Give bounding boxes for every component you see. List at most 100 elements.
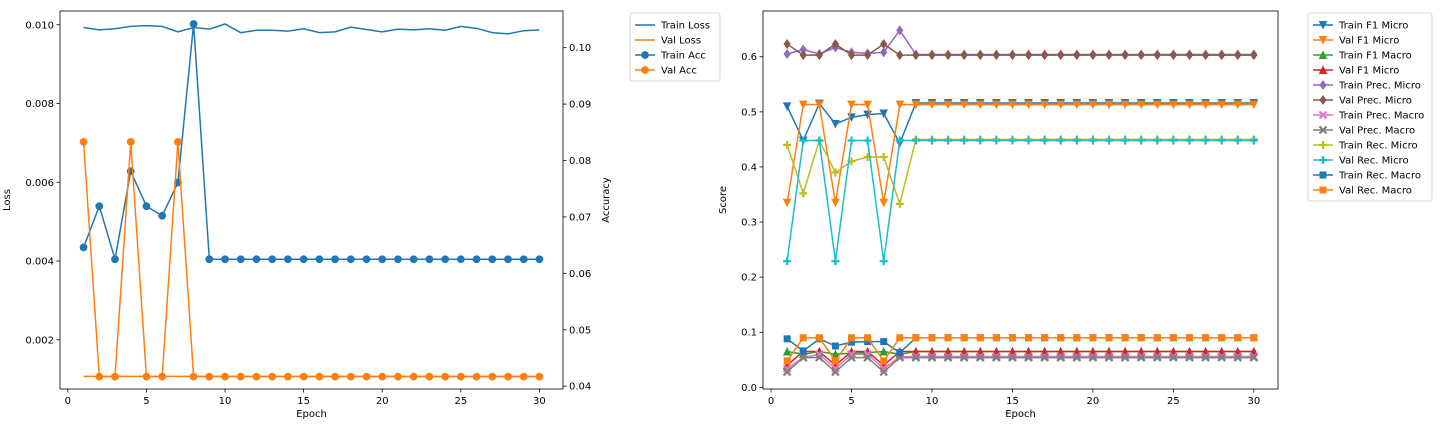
data-point xyxy=(1104,100,1114,110)
data-point xyxy=(1056,136,1065,145)
data-point xyxy=(782,102,792,111)
y2-tick-label: 0.10 xyxy=(569,43,591,54)
data-point xyxy=(441,255,450,264)
data-point xyxy=(975,100,985,110)
data-point xyxy=(895,100,905,110)
data-point xyxy=(1185,50,1194,61)
data-point xyxy=(1218,50,1226,61)
data-point xyxy=(95,372,104,381)
x-tick-label: 15 xyxy=(1006,396,1019,407)
data-point xyxy=(79,137,88,146)
data-point xyxy=(863,353,872,362)
y2-axis-label: Accuracy xyxy=(601,177,612,223)
data-point xyxy=(879,198,889,208)
data-point xyxy=(864,334,872,342)
data-point xyxy=(456,255,465,264)
data-point xyxy=(1105,334,1113,342)
data-point xyxy=(1152,100,1162,110)
data-point xyxy=(879,367,888,377)
data-point xyxy=(847,50,856,61)
data-point xyxy=(472,255,481,264)
x-tick-label: 0 xyxy=(768,396,774,407)
axes-frame xyxy=(59,10,564,390)
data-point xyxy=(1120,353,1130,362)
data-point xyxy=(992,100,1001,110)
data-point xyxy=(831,168,840,177)
legend-entry-train-f1-macro: Train F1 Macro xyxy=(1313,50,1412,62)
legend-marker xyxy=(641,66,649,74)
data-point xyxy=(394,372,402,381)
legend-entry-val-rec-micro: Val Rec. Micro xyxy=(1313,156,1409,167)
data-point xyxy=(111,255,119,264)
data-point xyxy=(1202,334,1210,342)
data-point xyxy=(783,357,791,365)
data-point xyxy=(1088,136,1097,145)
data-point xyxy=(1008,100,1017,110)
y-tick-label: 0.1 xyxy=(741,328,757,339)
data-point xyxy=(896,334,904,342)
y-tick-label: 0.002 xyxy=(25,335,54,346)
y2-tick-label: 0.07 xyxy=(569,212,591,223)
data-point xyxy=(158,211,167,220)
data-point xyxy=(959,100,969,110)
data-point xyxy=(879,257,888,266)
x-tick-label: 10 xyxy=(219,396,232,407)
data-point xyxy=(1153,334,1161,342)
data-point xyxy=(880,338,888,346)
legend-marker xyxy=(641,51,649,59)
data-point xyxy=(1234,334,1242,342)
legend-marker xyxy=(1319,186,1327,194)
data-point xyxy=(425,372,434,381)
data-point xyxy=(912,334,920,342)
data-point xyxy=(783,257,792,266)
data-point xyxy=(1137,334,1145,342)
data-point xyxy=(847,100,856,110)
data-point xyxy=(315,255,324,264)
data-point xyxy=(1105,136,1114,145)
series-line-train-rec-micro xyxy=(786,138,1254,207)
series-markers-train-acc xyxy=(79,20,544,264)
data-point xyxy=(992,353,1001,362)
data-point xyxy=(1201,100,1210,110)
data-point xyxy=(782,198,792,208)
legend-entry-val-prec-micro: Val Prec. Micro xyxy=(1313,94,1412,107)
legend-entry-train-acc: Train Acc xyxy=(635,51,706,62)
data-point xyxy=(1057,50,1065,61)
legend-entry-val-f1-micro: Val F1 Micro xyxy=(1313,36,1399,47)
data-point xyxy=(799,189,808,198)
data-point xyxy=(783,48,791,60)
loss-accuracy-chart: 0 5 10 15 20 25 30 0.002 0.004 0.006 0.008 0.010 0.0… xyxy=(2,10,721,420)
data-point xyxy=(1153,136,1162,145)
data-point xyxy=(798,353,808,362)
data-point xyxy=(1089,50,1097,61)
data-point xyxy=(142,372,151,381)
data-point xyxy=(535,372,544,381)
legend-label: Val Prec. Micro xyxy=(1339,96,1412,107)
legend-marker xyxy=(1318,36,1328,45)
data-point xyxy=(268,255,277,264)
y-axis-label: Score xyxy=(718,186,729,214)
data-point xyxy=(831,39,840,50)
x-tick-label: 30 xyxy=(533,396,546,407)
x-tick-label: 25 xyxy=(454,396,467,407)
series-line-val-f1-micro xyxy=(786,103,1254,203)
data-point xyxy=(299,255,308,264)
data-point xyxy=(1041,50,1049,61)
series-line-train-loss xyxy=(83,23,540,35)
data-point xyxy=(1250,334,1258,342)
x-tick-label: 5 xyxy=(848,396,854,407)
data-point xyxy=(927,100,937,110)
data-point xyxy=(1088,353,1098,362)
data-point xyxy=(944,334,952,342)
series-markers-val-acc xyxy=(79,137,544,381)
series-markers-train-rec-micro xyxy=(783,135,1258,208)
x-axis-label: Epoch xyxy=(296,409,327,420)
series-line-train-rec-macro xyxy=(786,337,1254,354)
plot-lines xyxy=(79,20,544,381)
data-point xyxy=(1056,100,1066,110)
data-point xyxy=(1104,353,1114,362)
data-point xyxy=(378,372,387,381)
y-tick-label: 0.004 xyxy=(25,257,54,268)
data-point xyxy=(1169,50,1178,61)
legend-marker xyxy=(1319,141,1327,149)
